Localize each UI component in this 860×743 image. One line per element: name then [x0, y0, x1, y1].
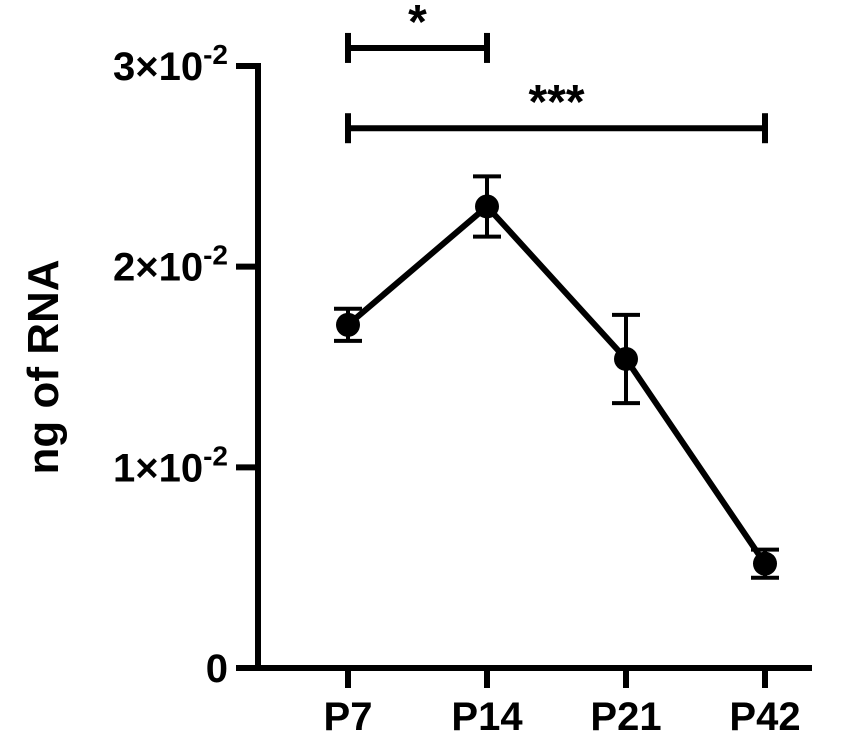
x-tick-label: P21 — [590, 695, 661, 739]
data-point — [614, 346, 638, 371]
y-tick-label: 2×10-2 — [113, 240, 228, 290]
y-tick-label: 1×10-2 — [113, 440, 228, 490]
y-axis-label: ng of RNA — [19, 259, 68, 474]
y-tick-label: 0 — [206, 647, 228, 691]
data-series — [334, 174, 779, 580]
axes: 0 1×10-2 2×10-2 3×10-2 P7 P14 P21 P42 — [113, 39, 812, 739]
x-tick-label: P14 — [451, 695, 523, 739]
data-point — [753, 551, 777, 576]
y-tick-label: 3×10-2 — [113, 39, 228, 89]
significance-label: *** — [528, 76, 584, 129]
data-point — [475, 194, 499, 219]
x-tick-label: P7 — [324, 695, 373, 739]
data-point — [336, 312, 360, 337]
x-tick-label: P42 — [729, 695, 800, 739]
significance-label: * — [408, 0, 427, 49]
significance-annotations: **** — [345, 0, 768, 144]
series-line — [346, 203, 768, 566]
